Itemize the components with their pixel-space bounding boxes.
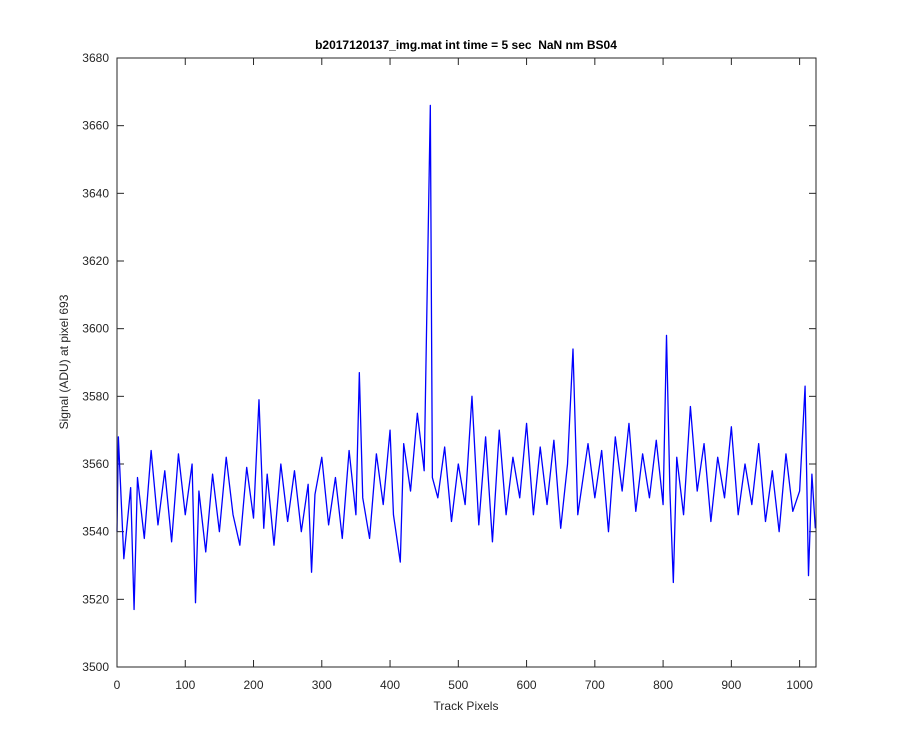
x-tick-label: 800 <box>653 678 673 692</box>
y-tick-label: 3540 <box>82 525 109 539</box>
x-tick-label: 700 <box>585 678 605 692</box>
y-axis-label: Signal (ADU) at pixel 693 <box>57 294 71 429</box>
x-tick-label: 0 <box>114 678 121 692</box>
x-axis-label: Track Pixels <box>434 699 499 713</box>
y-tick-label: 3520 <box>82 592 109 606</box>
y-tick-label: 3640 <box>82 186 109 200</box>
data-line <box>116 104 816 611</box>
y-tick-label: 3600 <box>82 322 109 336</box>
y-tick-label: 3620 <box>82 254 109 268</box>
y-tick-label: 3500 <box>82 660 109 674</box>
x-tick-label: 300 <box>312 678 332 692</box>
y-tick-label: 3580 <box>82 389 109 403</box>
x-tick-label: 500 <box>448 678 468 692</box>
x-tick-label: 600 <box>517 678 537 692</box>
y-tick-label: 3660 <box>82 119 109 133</box>
y-tick-label: 3680 <box>82 51 109 65</box>
x-tick-label: 200 <box>244 678 264 692</box>
plot-frame <box>116 57 817 668</box>
x-tick-label: 1000 <box>786 678 813 692</box>
chart-title: b2017120137_img.mat int time = 5 sec NaN… <box>315 38 617 52</box>
y-tick-label: 3560 <box>82 457 109 471</box>
x-tick-label: 900 <box>721 678 741 692</box>
x-tick-label: 100 <box>175 678 195 692</box>
x-tick-label: 400 <box>380 678 400 692</box>
